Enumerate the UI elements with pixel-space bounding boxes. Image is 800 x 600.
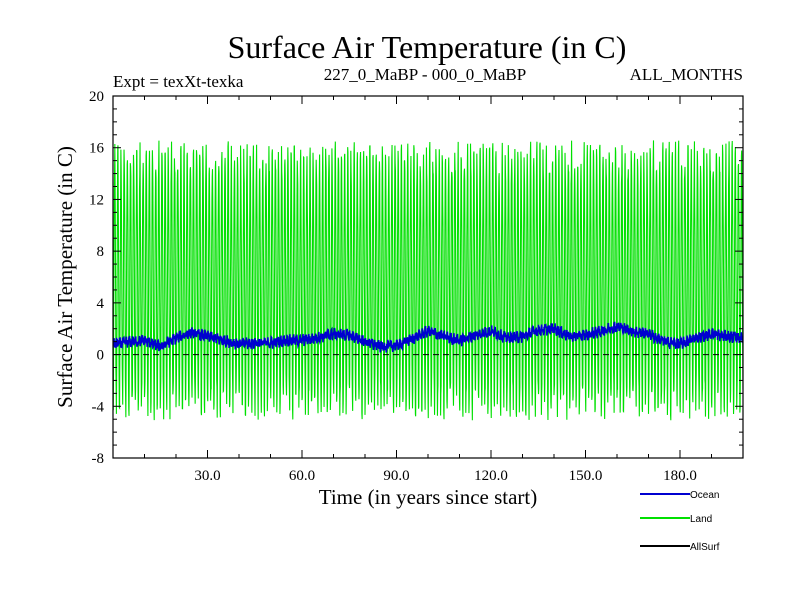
x-axis-label: Time (in years since start) [319, 485, 538, 509]
land-line [113, 140, 743, 421]
ocean-line [113, 321, 743, 353]
y-tick-label: -4 [92, 399, 105, 415]
chart-title: Surface Air Temperature (in C) [228, 29, 627, 65]
x-tick-label: 60.0 [289, 468, 315, 484]
y-tick-label: 8 [97, 244, 105, 260]
subtitle-center: 227_0_MaBP - 000_0_MaBP [324, 65, 526, 84]
subtitle-left: Expt = texXt-texka [113, 72, 244, 91]
x-tick-label: 180.0 [663, 468, 697, 484]
legend-label-allsurf: AllSurf [690, 542, 720, 553]
x-axis: 30.0 60.0 90.0 120.0 150.0 180.0 [144, 96, 712, 484]
y-tick-label: 4 [97, 296, 105, 312]
y-axis: -8 -4 0 4 8 12 16 20 [89, 89, 743, 467]
y-tick-label: 20 [89, 89, 104, 105]
plot-area [112, 95, 744, 459]
y-axis-label: Surface Air Temperature (in C) [53, 146, 77, 408]
legend-label-land: Land [690, 514, 712, 525]
ocean-series [113, 321, 743, 353]
legend-label-ocean: Ocean [690, 490, 719, 501]
legend: Ocean Land AllSurf [640, 490, 720, 553]
x-tick-label: 150.0 [569, 468, 603, 484]
x-tick-label: 90.0 [383, 468, 409, 484]
subtitle-right: ALL_MONTHS [630, 65, 743, 84]
x-tick-label: 120.0 [474, 468, 508, 484]
y-tick-label: 0 [97, 348, 105, 364]
land-series [113, 140, 743, 421]
y-tick-label: -8 [92, 451, 105, 467]
y-tick-label: 16 [89, 141, 105, 157]
y-tick-label: 12 [89, 192, 104, 208]
x-tick-label: 30.0 [194, 468, 220, 484]
